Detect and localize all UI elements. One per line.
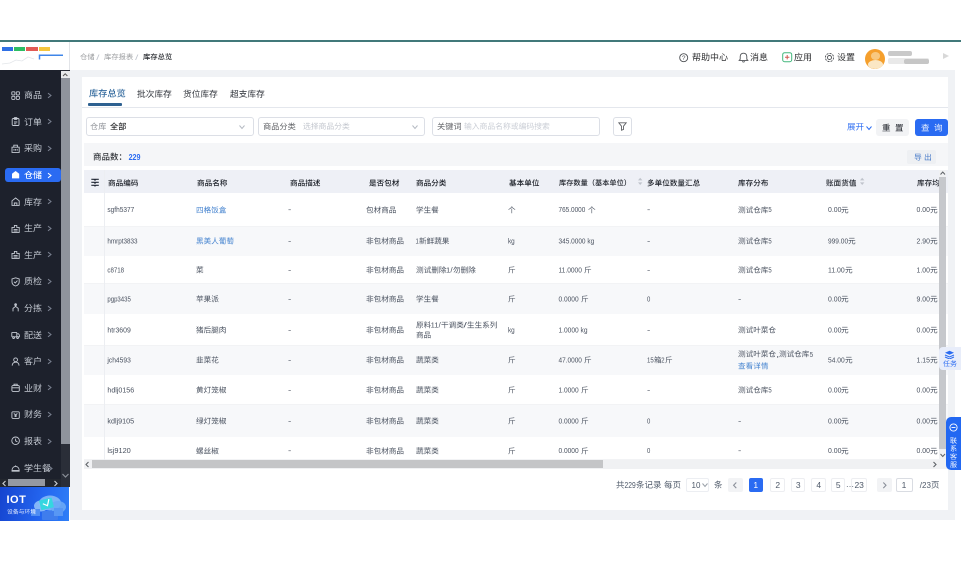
svg-text:/: / <box>96 55 99 62</box>
svg-text:?: ? <box>682 55 686 62</box>
svg-text:/: / <box>135 55 138 62</box>
